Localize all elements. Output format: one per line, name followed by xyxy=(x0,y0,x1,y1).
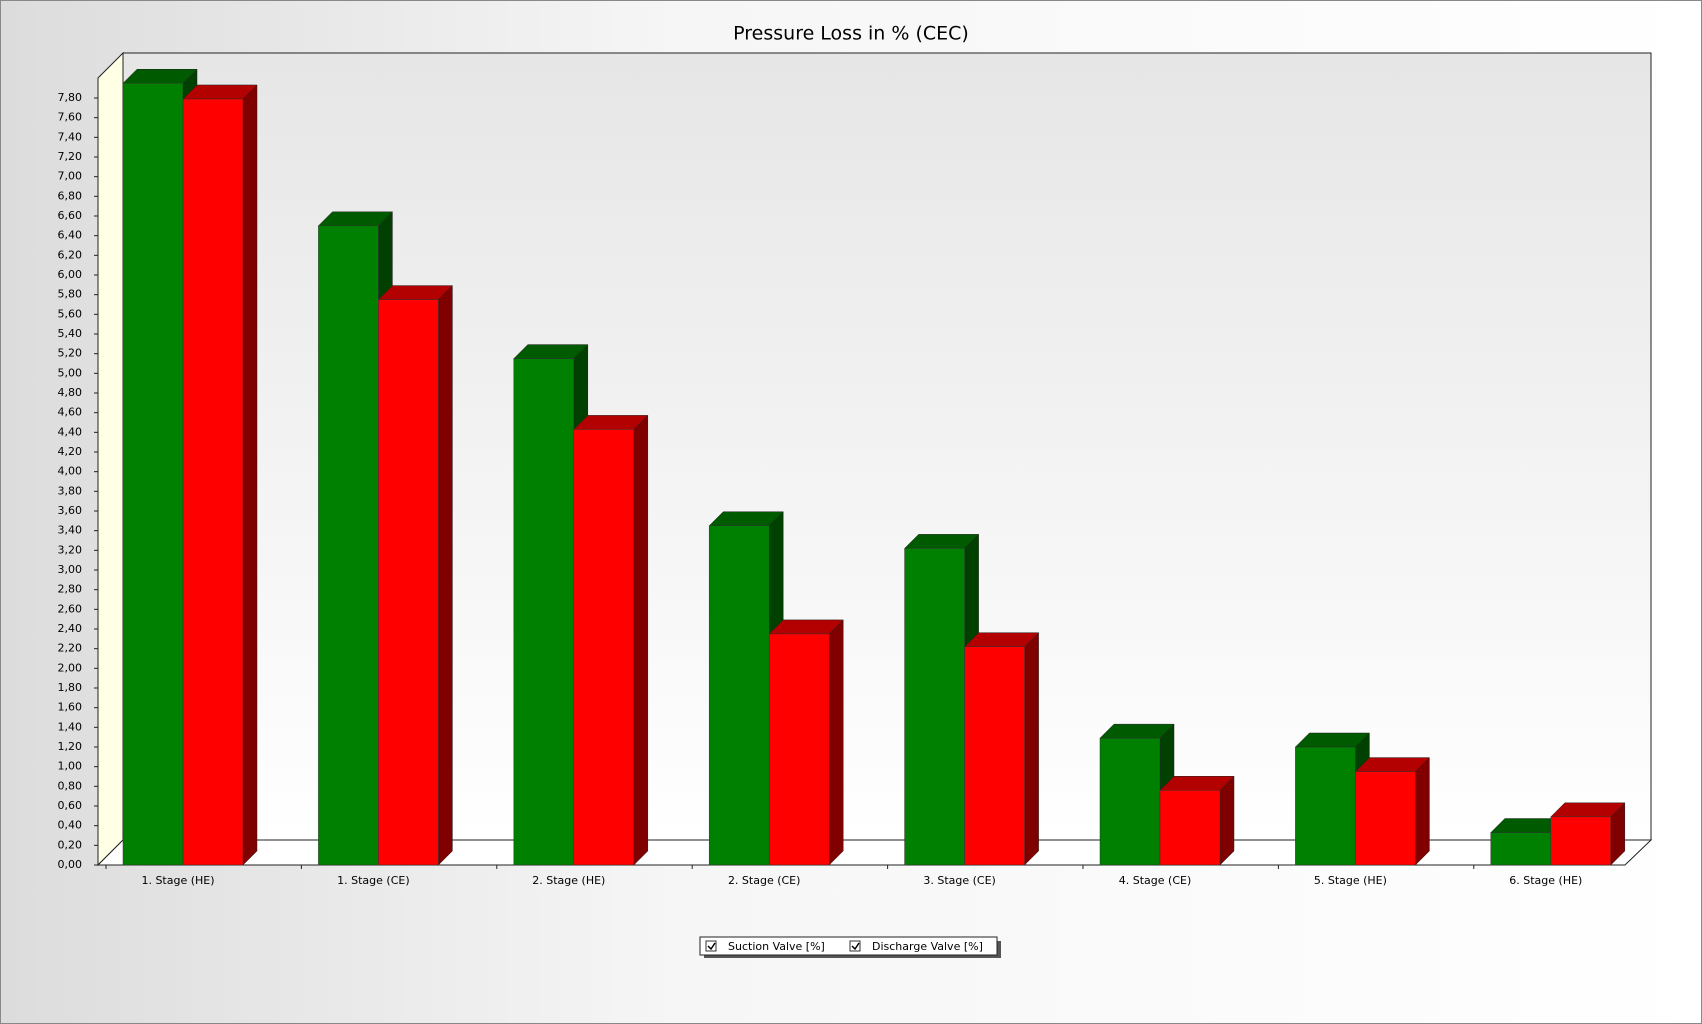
y-tick-label: 5,60 xyxy=(58,307,83,320)
bar xyxy=(513,358,575,866)
bar xyxy=(1159,790,1221,866)
y-tick-label: 2,00 xyxy=(58,661,83,674)
y-tick-label: 1,20 xyxy=(58,740,83,753)
bar-side xyxy=(1219,775,1235,866)
bar xyxy=(1490,832,1552,866)
y-tick-label: 5,20 xyxy=(58,347,83,360)
y-tick-label: 3,00 xyxy=(58,563,83,576)
legend-check xyxy=(707,942,716,951)
y-tick-label: 7,20 xyxy=(58,150,83,163)
plot: 0,00 0,20 0,40 0,60 0,80 1,00 1,20 1,40 1,60 1,80… xyxy=(58,68,1626,887)
y-tick-label: 2,60 xyxy=(58,602,83,615)
x-tick-label: 2. Stage (CE) xyxy=(728,874,801,887)
x-tick-label: 6. Stage (HE) xyxy=(1509,874,1582,887)
bar xyxy=(1099,737,1161,866)
y-tick-label: 7,00 xyxy=(58,170,83,183)
bar xyxy=(122,83,184,866)
bar xyxy=(378,299,439,866)
y-tick-label: 7,40 xyxy=(58,130,83,143)
y-tick-label: 4,20 xyxy=(58,445,83,458)
y-tick-label: 2,80 xyxy=(58,583,83,596)
y-tick-label: 6,00 xyxy=(58,268,83,281)
y-tick-label: 0,80 xyxy=(58,779,83,792)
legend-label: Suction Valve [%] xyxy=(728,940,825,953)
y-tick-label: 6,80 xyxy=(58,189,83,202)
bar xyxy=(708,525,770,866)
y-tick-label: 0,60 xyxy=(58,799,83,812)
bar-side xyxy=(1415,756,1430,866)
x-tick-label: 5. Stage (HE) xyxy=(1314,874,1387,887)
x-tick-label: 4. Stage (CE) xyxy=(1119,874,1192,887)
y-tick-label: 3,40 xyxy=(58,524,83,537)
y-tick-label: 4,80 xyxy=(58,386,83,399)
y-tick-label: 6,60 xyxy=(58,209,83,222)
y-tick-label: 0,40 xyxy=(58,819,83,832)
chart-title: Pressure Loss in % (CEC) xyxy=(733,23,969,45)
y-tick-label: 1,00 xyxy=(58,760,83,773)
bar xyxy=(573,429,635,866)
legend-checkbox[interactable] xyxy=(705,940,717,952)
x-tick-label: 3. Stage (CE) xyxy=(923,874,996,887)
y-tick-label: 4,00 xyxy=(58,465,83,478)
bar xyxy=(1550,816,1612,866)
legend-label: Discharge Valve [%] xyxy=(872,940,983,953)
y-tick-label: 3,80 xyxy=(58,484,83,497)
legend-box xyxy=(699,936,998,956)
x-tick-label: 1. Stage (HE) xyxy=(141,874,214,887)
legend-check xyxy=(851,942,860,951)
y-tick-label: 0,00 xyxy=(58,858,83,871)
y-tick-label: 6,20 xyxy=(58,248,83,261)
y-tick-label: 3,20 xyxy=(58,543,83,556)
x-tick-label: 2. Stage (HE) xyxy=(532,874,605,887)
bar-side xyxy=(1024,632,1039,866)
y-tick-label: 5,40 xyxy=(58,327,83,340)
y-tick-label: 2,40 xyxy=(58,622,83,635)
bar xyxy=(1355,771,1416,866)
bar-side xyxy=(828,619,844,866)
bar xyxy=(964,646,1025,866)
left-wall xyxy=(97,51,124,867)
y-tick-label: 0,20 xyxy=(58,838,83,851)
y-tick-label: 6,40 xyxy=(58,229,83,242)
y-tick-label: 1,80 xyxy=(58,681,83,694)
bar-side xyxy=(438,284,453,866)
y-tick-label: 3,60 xyxy=(58,504,83,517)
y-tick-label: 4,40 xyxy=(58,425,83,438)
bar-side xyxy=(633,414,649,866)
y-tick-label: 5,00 xyxy=(58,366,83,379)
y-tick-label: 7,60 xyxy=(58,111,83,124)
y-tick-label: 1,60 xyxy=(58,701,83,714)
y-tick-label: 4,60 xyxy=(58,406,83,419)
bar-side xyxy=(242,84,258,866)
bar xyxy=(182,98,244,866)
y-tick-label: 7,80 xyxy=(58,91,83,104)
bar xyxy=(318,225,379,866)
bar xyxy=(768,633,830,866)
bar xyxy=(1295,746,1356,866)
legend-checkbox[interactable] xyxy=(849,940,861,952)
bar xyxy=(904,548,965,866)
y-tick-label: 2,20 xyxy=(58,642,83,655)
y-tick-label: 5,80 xyxy=(58,288,83,301)
legend: Suction Valve [%] Discharge Valve [%] xyxy=(699,936,1001,958)
y-tick-label: 1,40 xyxy=(58,720,83,733)
x-tick-label: 1. Stage (CE) xyxy=(337,874,410,887)
